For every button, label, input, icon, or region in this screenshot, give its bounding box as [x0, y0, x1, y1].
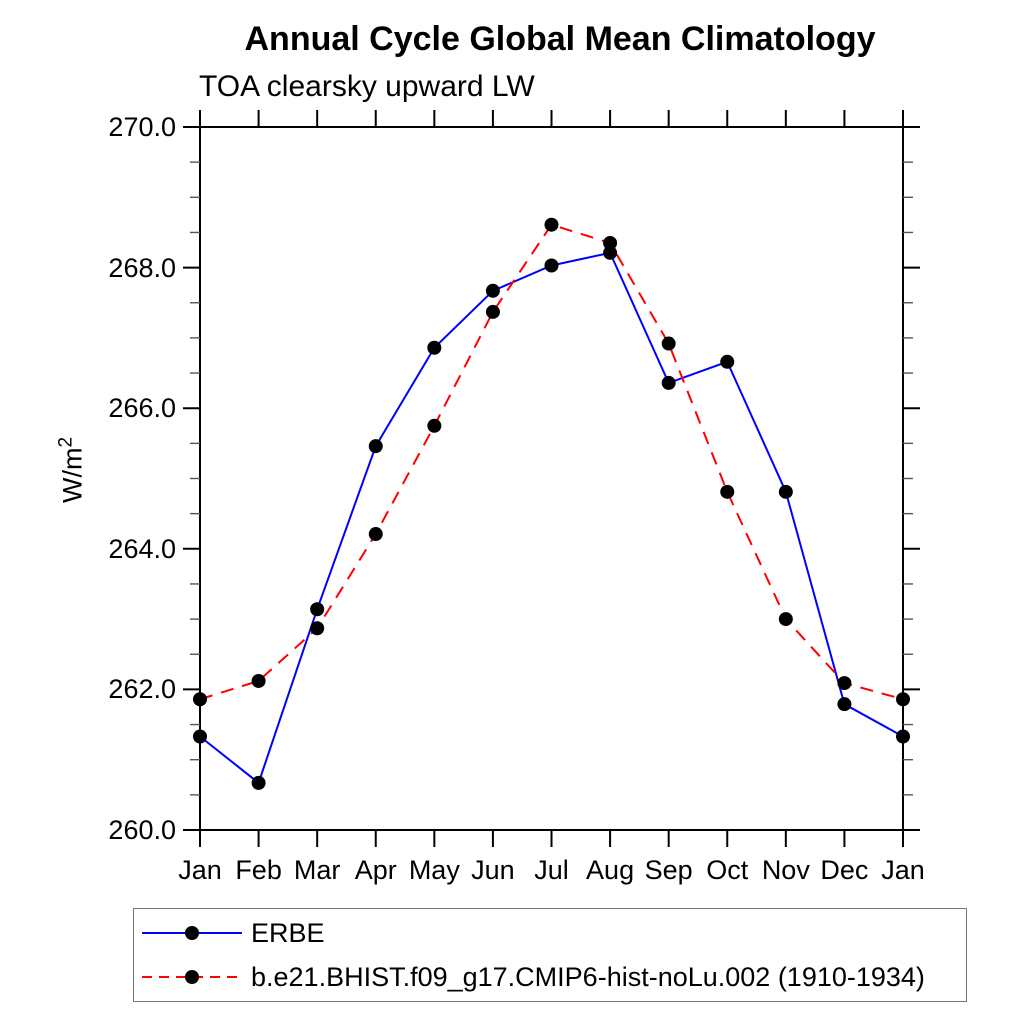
x-tick-label: Jan [178, 855, 222, 885]
x-axis-ticks [199, 110, 904, 847]
legend-row-model: b.e21.BHIST.f09_g17.CMIP6-hist-noLu.002 … [139, 957, 966, 997]
x-tick-label: Sep [644, 855, 693, 885]
x-tick-label: Aug [586, 855, 635, 885]
series-line-erbe [199, 251, 904, 785]
legend-label-erbe: ERBE [251, 917, 325, 948]
x-tick-label: May [408, 855, 460, 885]
legend-label-model: b.e21.BHIST.f09_g17.CMIP6-hist-noLu.002 … [251, 961, 925, 992]
y-tick-label: 268.0 [108, 252, 176, 283]
x-tick-label: Mar [293, 855, 341, 885]
x-tick-label: Feb [235, 855, 282, 885]
y-tick-label: 262.0 [108, 674, 176, 705]
legend-line-sample-model [142, 970, 242, 984]
y-tick-label: 266.0 [108, 393, 176, 424]
chart-subtitle: TOA clearsky upward LW [199, 70, 535, 103]
legend-line-sample-erbe [142, 926, 242, 940]
y-axis-ticks [183, 126, 920, 831]
legend-row-erbe: ERBE [139, 913, 966, 953]
legend-marker-icon [185, 926, 199, 940]
y-tick-label: 264.0 [108, 533, 176, 564]
plot-frame [199, 126, 904, 831]
series-markers-model [193, 217, 910, 707]
legend-box: ERBE b.e21.BHIST.f09_g17.CMIP6-hist-noLu… [133, 908, 967, 1002]
x-tick-label: Oct [706, 855, 749, 885]
x-tick-label: Jul [534, 855, 569, 885]
x-tick-label: Jan [881, 855, 925, 885]
x-tick-label: Nov [761, 855, 810, 885]
series-line-model [199, 223, 904, 701]
x-tick-label: Dec [820, 855, 869, 885]
x-tick-label: Jun [471, 855, 515, 885]
series-markers-erbe [193, 245, 910, 790]
page-title: Annual Cycle Global Mean Climatology [244, 20, 876, 58]
y-tick-label: 270.0 [108, 112, 176, 142]
y-tick-label: 260.0 [108, 815, 176, 845]
legend-marker-icon [185, 970, 199, 984]
x-tick-label: Apr [354, 855, 397, 885]
